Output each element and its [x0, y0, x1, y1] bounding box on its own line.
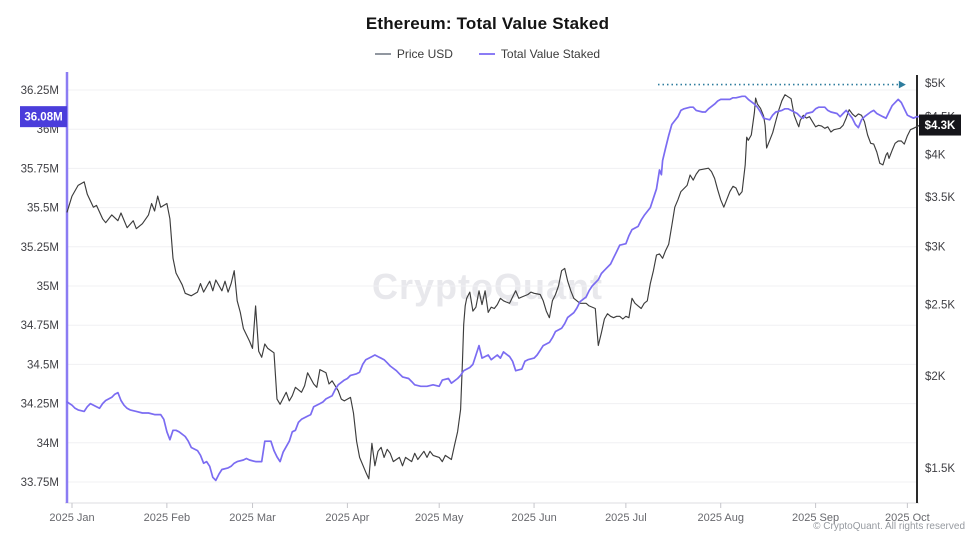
legend: Price USD Total Value Staked: [0, 47, 975, 61]
right-axis-label: $1.5K: [925, 463, 955, 475]
left-axis-label: 34M: [37, 438, 59, 450]
x-axis-label: 2025 Feb: [144, 512, 190, 524]
copyright-notice: © CryptoQuant. All rights reserved: [813, 521, 965, 532]
x-axis-label: 2025 Jun: [511, 512, 556, 524]
left-axis-label: 35.25M: [21, 242, 59, 254]
price-value-badge-label: $4.3K: [925, 120, 956, 132]
x-axis-label: 2025 Aug: [697, 512, 744, 524]
left-axis-label: 36M: [37, 124, 59, 136]
right-axis-label: $2K: [925, 371, 946, 383]
price-line: [66, 94, 921, 480]
annotation-arrowhead-icon: [898, 80, 906, 89]
left-axis-label: 33.75M: [21, 477, 59, 489]
left-axis-label: 34.75M: [21, 320, 59, 332]
tvs-line: [66, 95, 921, 482]
legend-item-price[interactable]: Price USD: [374, 47, 453, 61]
legend-label-tvs: Total Value Staked: [500, 47, 601, 61]
price-line-swatch-icon: [374, 53, 391, 55]
x-axis-label: 2025 May: [415, 512, 464, 524]
left-axis-label: 35.75M: [21, 163, 59, 175]
tvs-line-swatch-icon: [478, 53, 495, 55]
right-axis-label: $2.5K: [925, 300, 955, 312]
right-axis-label: $3K: [925, 241, 946, 253]
right-axis-label: $4K: [925, 149, 946, 161]
left-axis-label: 36.25M: [21, 85, 59, 97]
x-axis-label: 2025 Sep: [792, 512, 839, 524]
left-axis-label: 35M: [37, 281, 59, 293]
right-axis-label: $3.5K: [925, 192, 955, 204]
x-axis-label: 2025 Jul: [605, 512, 647, 524]
x-axis-label: 2025 Apr: [325, 512, 369, 524]
legend-label-price: Price USD: [396, 47, 453, 61]
price-value-badge: [919, 114, 961, 136]
chart-title: Ethereum: Total Value Staked: [365, 14, 610, 33]
tvs-value-badge-label: 36.08M: [24, 112, 62, 124]
x-axis-label: 2025 Mar: [229, 512, 276, 524]
tvs-value-badge: [20, 106, 67, 128]
x-axis-label: 2025 Jan: [49, 512, 94, 524]
left-axis-label: 35.5M: [27, 203, 59, 215]
right-axis-label: $5K: [925, 78, 946, 90]
x-axis-label: 2025 Oct: [885, 512, 930, 524]
legend-item-tvs[interactable]: Total Value Staked: [478, 47, 601, 61]
left-axis-label: 34.5M: [27, 359, 59, 371]
left-axis-label: 34.25M: [21, 399, 59, 411]
